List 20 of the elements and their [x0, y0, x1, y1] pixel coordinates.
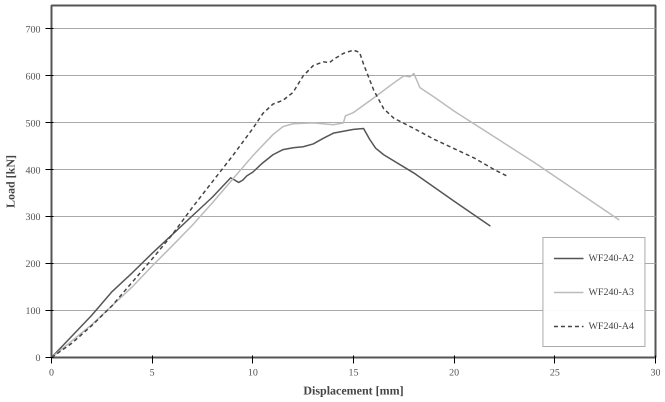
- x-tick-label: 25: [550, 368, 560, 378]
- y-tick-label: 700: [26, 24, 40, 36]
- y-tick-label: 200: [26, 259, 40, 270]
- legend-label: WF240-A4: [588, 320, 634, 332]
- y-axis-title: Load [kN]: [4, 154, 18, 208]
- x-tick-label: 30: [650, 368, 660, 378]
- y-tick-label: 500: [26, 118, 40, 130]
- legend-label: WF240-A3: [588, 286, 634, 298]
- x-tick-label: 0: [49, 368, 54, 378]
- y-tick-label: 100: [26, 306, 40, 318]
- x-tick-label: 15: [348, 368, 358, 378]
- y-tick-label: 300: [26, 212, 40, 224]
- x-tick-label: 10: [248, 368, 258, 378]
- y-tick-label: 0: [36, 353, 40, 364]
- legend-label: WF240-A2: [588, 252, 634, 264]
- x-axis-title: Displacement [mm]: [303, 384, 404, 398]
- x-tick-label: 20: [449, 368, 460, 378]
- y-tick-label: 600: [26, 71, 40, 82]
- y-tick-label: 400: [26, 165, 40, 176]
- x-tick-label: 5: [150, 368, 155, 378]
